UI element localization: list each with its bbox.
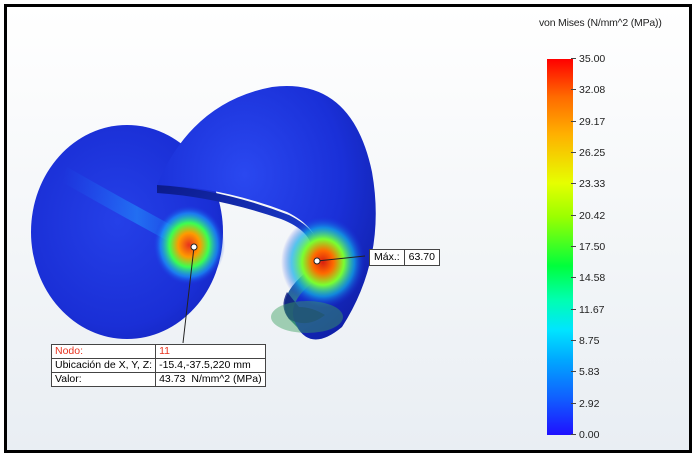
probe-result-table[interactable]: Nodo: 11 Ubicación de X, Y, Z: -15.4,-37…: [50, 344, 266, 387]
node-label: Nodo:: [50, 344, 157, 359]
location-label: Ubicación de X, Y, Z:: [50, 358, 157, 373]
legend-tick-label: 23.33: [570, 178, 606, 191]
right-shell: [157, 86, 376, 340]
color-scale-bar: [547, 59, 573, 435]
legend-tick-label: 11.67: [571, 303, 605, 316]
legend-tick-label: 26.25: [570, 147, 606, 159]
max-marker-point[interactable]: [313, 255, 366, 265]
value-unit: N/mm^2 (MPa): [188, 372, 266, 387]
legend-tick-label: 8.75: [570, 335, 600, 347]
probe-row-location: Ubicación de X, Y, Z: -15.4,-37.5,220 mm: [50, 358, 266, 373]
location-value: -15.4,-37.5,220 mm: [155, 358, 266, 373]
probe-marker[interactable]: [182, 243, 198, 344]
legend-tick-label: 5.83: [570, 366, 600, 379]
legend-title: von Mises (N/mm^2 (MPa)): [539, 17, 662, 29]
legend-tick-label: 14.58: [570, 272, 606, 285]
legend-tick-label: 32.08: [570, 84, 606, 97]
value-value: 43.73: [155, 372, 189, 387]
legend-tick-label: 0.00: [570, 429, 600, 441]
max-annotation[interactable]: Máx.: 63.70: [369, 249, 440, 266]
legend-tick-label: 17.50: [570, 241, 606, 253]
stress-plot-model[interactable]: [7, 7, 689, 450]
max-value: 63.70: [408, 251, 435, 263]
legend-tick-label: 2.92: [570, 397, 600, 410]
value-label: Valor:: [50, 372, 157, 387]
legend-tick-label: 35.00: [570, 53, 606, 65]
node-value: 11: [155, 344, 266, 359]
probe-row-node: Nodo: 11: [50, 344, 266, 359]
legend-tick-label: 29.17: [570, 115, 606, 128]
legend-tick-label: 20.42: [570, 209, 606, 222]
viewport-frame: von Mises (N/mm^2 (MPa)) 35.00 32.08 29.17…: [4, 4, 692, 453]
max-label: Máx.:: [370, 250, 405, 265]
probe-row-value: Valor: 43.73 N/mm^2 (MPa): [50, 372, 266, 387]
